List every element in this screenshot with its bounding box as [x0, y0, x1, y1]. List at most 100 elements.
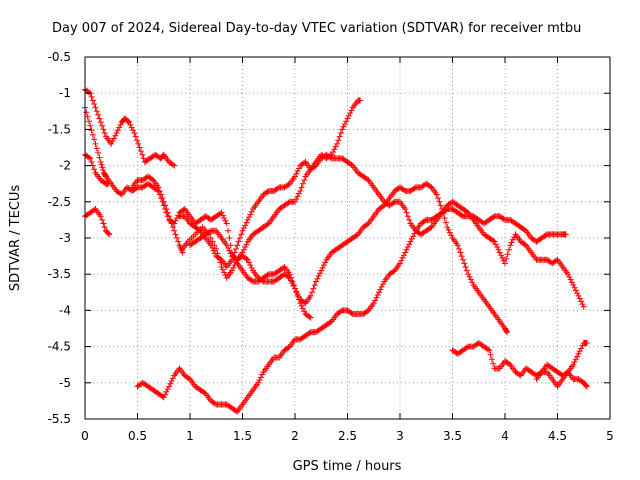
plus-marker	[243, 219, 250, 226]
plus-marker	[159, 195, 166, 202]
plus-marker	[332, 143, 339, 150]
plus-marker	[242, 244, 249, 251]
plus-marker	[565, 271, 571, 278]
plus-marker	[578, 345, 585, 352]
plus-marker	[339, 126, 346, 133]
plus-marker	[175, 212, 182, 219]
plus-marker	[298, 302, 305, 309]
plus-marker	[348, 161, 355, 168]
plus-marker	[235, 238, 242, 245]
data-markers	[82, 86, 590, 415]
plus-marker	[499, 254, 506, 261]
plus-marker	[221, 269, 228, 276]
plus-marker	[106, 231, 113, 238]
plus-marker	[148, 176, 155, 183]
plus-marker	[105, 230, 112, 237]
plus-marker	[466, 273, 473, 280]
plus-marker	[458, 253, 465, 260]
plus-marker	[166, 383, 172, 390]
plus-marker	[167, 216, 174, 223]
plus-marker	[563, 369, 570, 376]
x-tick-label: 4.5	[548, 429, 567, 443]
plus-marker	[238, 231, 245, 238]
plus-marker	[229, 267, 235, 274]
plus-marker	[458, 212, 465, 219]
plus-marker	[259, 277, 266, 284]
plus-marker	[465, 271, 472, 278]
plus-marker	[446, 229, 453, 236]
plus-marker	[444, 224, 451, 231]
plus-marker	[411, 230, 418, 237]
x-tick-label: 0	[81, 429, 89, 443]
plus-marker	[553, 257, 560, 264]
plus-marker	[562, 231, 569, 238]
plus-marker	[295, 190, 302, 197]
plus-marker	[98, 161, 105, 168]
plus-marker	[390, 268, 397, 275]
plus-marker	[301, 308, 308, 315]
plus-marker	[353, 232, 360, 239]
plus-marker	[226, 247, 233, 254]
plus-marker	[219, 212, 226, 219]
plus-marker	[292, 198, 298, 205]
y-axis-title: SDTVAR / TECUs	[8, 185, 23, 292]
plus-marker	[293, 170, 300, 177]
plus-marker	[379, 203, 386, 210]
plus-marker	[404, 244, 411, 251]
plus-marker	[490, 237, 497, 244]
plus-marker	[487, 351, 494, 358]
plus-marker	[210, 247, 217, 254]
plus-marker	[185, 375, 192, 382]
plus-marker	[580, 303, 587, 310]
plus-marker	[285, 273, 292, 280]
plus-marker	[331, 146, 338, 153]
plus-marker	[330, 149, 337, 156]
plus-marker	[411, 185, 418, 192]
plus-marker	[484, 346, 491, 353]
plus-marker	[264, 188, 271, 195]
plus-marker	[288, 277, 295, 284]
y-tick-label: -2	[59, 159, 71, 173]
series-s8	[134, 206, 569, 415]
plus-marker	[348, 310, 355, 317]
plus-marker	[128, 124, 135, 131]
plus-marker	[285, 199, 292, 206]
plus-marker	[402, 249, 409, 256]
plus-marker	[570, 361, 577, 368]
plus-marker	[162, 202, 169, 209]
plus-marker	[222, 272, 229, 279]
plus-marker	[448, 232, 455, 239]
x-tick-label: 2	[291, 429, 299, 443]
plus-marker	[583, 383, 590, 390]
plus-marker	[400, 187, 407, 194]
plus-marker	[117, 190, 124, 197]
plus-marker	[490, 360, 497, 367]
x-tick-label: 4	[501, 429, 509, 443]
plus-marker	[239, 227, 246, 234]
plus-marker	[85, 154, 92, 161]
plus-marker	[295, 293, 302, 300]
plus-marker	[572, 287, 579, 294]
y-tick-label: -1.5	[48, 122, 71, 136]
plus-marker	[370, 300, 377, 307]
plus-marker	[575, 292, 582, 299]
plus-marker	[247, 211, 254, 218]
plus-marker	[433, 191, 440, 198]
plus-marker	[114, 127, 121, 134]
plus-marker	[379, 281, 386, 288]
plus-marker	[505, 360, 512, 367]
plus-marker	[225, 244, 232, 251]
plus-marker	[364, 308, 371, 315]
plus-marker	[257, 374, 264, 381]
plus-marker	[511, 234, 518, 241]
plus-marker	[135, 140, 142, 147]
plus-marker	[301, 177, 308, 184]
plus-marker	[87, 122, 94, 129]
plus-marker	[334, 140, 340, 147]
plus-marker	[243, 241, 250, 248]
plus-marker	[311, 282, 318, 289]
plus-marker	[166, 213, 172, 220]
plus-marker	[101, 224, 108, 231]
plus-marker	[105, 180, 112, 187]
x-tick-label: 3	[396, 429, 404, 443]
